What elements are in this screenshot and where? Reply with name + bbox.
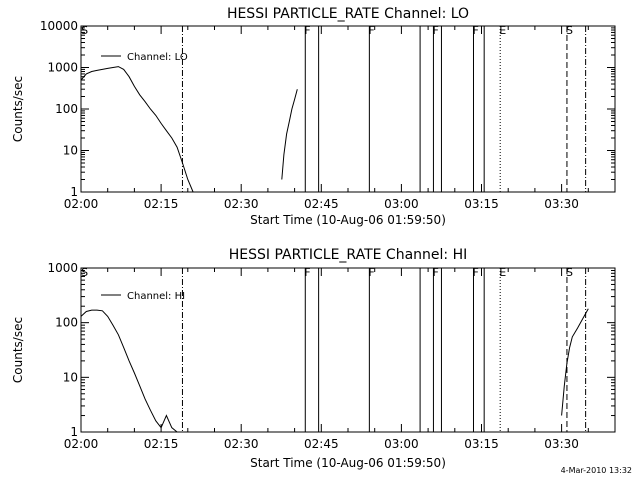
event-marker-label: E bbox=[499, 24, 506, 37]
y-tick-label: 10 bbox=[63, 370, 78, 384]
x-tick-label: 02:45 bbox=[304, 197, 339, 211]
x-tick-label: 02:00 bbox=[64, 437, 99, 451]
x-axis-label: Start Time (10-Aug-06 01:59:50) bbox=[250, 213, 446, 227]
x-tick-label: 02:15 bbox=[144, 437, 179, 451]
x-tick-label: 03:00 bbox=[384, 437, 419, 451]
series-line bbox=[80, 66, 194, 193]
x-axis-label: Start Time (10-Aug-06 01:59:50) bbox=[250, 456, 446, 470]
series-line bbox=[281, 89, 298, 180]
series-line bbox=[561, 308, 589, 416]
chart-title: HESSI PARTICLE_RATE Channel: LO bbox=[227, 6, 469, 22]
y-axis-label: Counts/sec bbox=[11, 76, 25, 142]
series-line bbox=[80, 309, 178, 433]
y-tick-label: 100 bbox=[55, 102, 78, 116]
chart-title: HESSI PARTICLE_RATE Channel: HI bbox=[229, 247, 467, 263]
event-marker-label: F bbox=[368, 266, 374, 279]
plot-frame bbox=[80, 25, 616, 193]
event-marker-label: S bbox=[81, 24, 88, 37]
x-tick-label: 03:30 bbox=[544, 197, 579, 211]
event-marker-label: F bbox=[432, 24, 438, 37]
y-tick-label: 10000 bbox=[40, 19, 78, 33]
event-marker-label: E bbox=[499, 266, 506, 279]
event-marker-label: F bbox=[304, 266, 310, 279]
x-tick-label: 02:15 bbox=[144, 197, 179, 211]
x-tick-label: 03:15 bbox=[464, 437, 499, 451]
event-marker-label: F bbox=[432, 266, 438, 279]
y-tick-label: 1 bbox=[70, 425, 78, 439]
x-tick-label: 03:00 bbox=[384, 197, 419, 211]
event-marker-label: S bbox=[81, 266, 88, 279]
legend-label: Channel: HI bbox=[127, 291, 185, 302]
y-tick-label: 1000 bbox=[47, 261, 78, 275]
event-marker-label: F bbox=[472, 266, 478, 279]
event-marker-label: S bbox=[566, 24, 573, 37]
x-tick-label: 03:15 bbox=[464, 197, 499, 211]
event-marker-label: F bbox=[368, 24, 374, 37]
y-axis-label: Counts/sec bbox=[11, 317, 25, 383]
x-tick-label: 02:45 bbox=[304, 437, 339, 451]
y-tick-label: 1000 bbox=[47, 61, 78, 75]
y-tick-label: 10 bbox=[63, 144, 78, 158]
chart-panel-2 bbox=[80, 267, 616, 433]
x-tick-label: 02:30 bbox=[224, 197, 259, 211]
y-tick-label: 100 bbox=[55, 316, 78, 330]
chart-panel-1 bbox=[80, 25, 616, 193]
x-tick-label: 02:30 bbox=[224, 437, 259, 451]
event-marker-label: F bbox=[304, 24, 310, 37]
plot-timestamp: 4-Mar-2010 13:32 bbox=[560, 466, 632, 475]
y-tick-label: 1 bbox=[70, 185, 78, 199]
event-marker-label: F bbox=[472, 24, 478, 37]
x-tick-label: 03:30 bbox=[544, 437, 579, 451]
event-marker-label: S bbox=[566, 266, 573, 279]
x-tick-label: 02:00 bbox=[64, 197, 99, 211]
legend-label: Channel: LO bbox=[127, 52, 188, 63]
